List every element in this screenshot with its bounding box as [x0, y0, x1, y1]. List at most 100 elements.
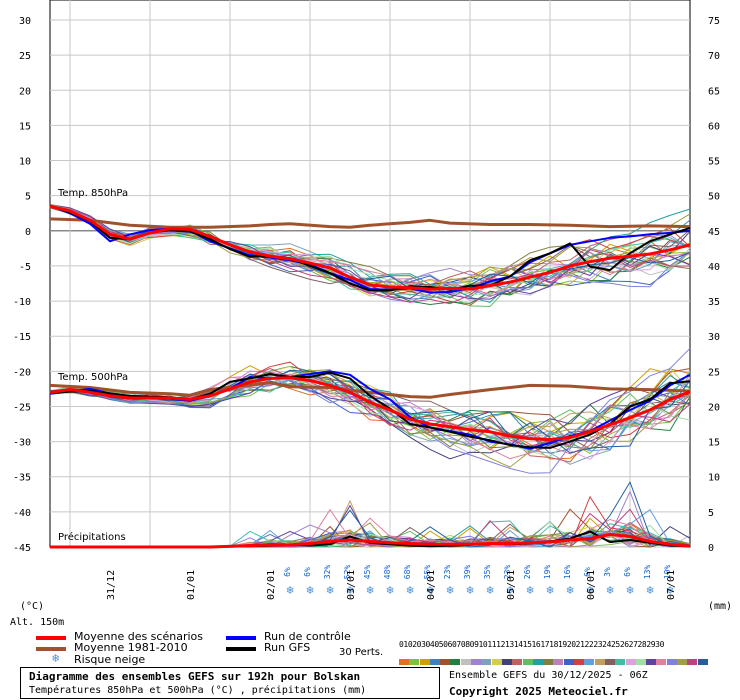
main-series-lines [49, 204, 691, 549]
pert-swatch-6 [450, 659, 461, 665]
legend: Moyenne des scénarios Moyenne 1981-2010 … [0, 628, 740, 700]
snow-risk-snowflake-icon: ❄ [286, 583, 293, 597]
left-tick-label: 5 [25, 192, 31, 203]
legend-swatch-clim [36, 647, 66, 651]
legend-swatch-control [226, 636, 256, 640]
pert-swatch-5 [440, 659, 451, 665]
pert-swatch-30 [697, 659, 708, 665]
chart-title-box: Diagramme des ensembles GEFS sur 192h po… [20, 667, 440, 699]
date-label: 06/01 [586, 570, 597, 600]
series-line-5 [49, 381, 691, 399]
pert-500-25 [49, 380, 691, 446]
left-tick-label: -15 [13, 332, 31, 343]
altitude-label: Alt. 150m [10, 617, 64, 628]
snow-risk-percent: 10% [663, 565, 672, 580]
right-tick-label: 55 [708, 157, 720, 168]
perturbation-color-swatches [399, 650, 708, 665]
pert-850-23 [49, 205, 691, 301]
snow-risk-percent: 23% [443, 565, 452, 580]
right-tick-label: 25 [708, 367, 720, 378]
snow-risk-snowflake-icon: ❄ [666, 583, 673, 597]
snow-risk-snowflake-icon: ❄ [446, 583, 453, 597]
pert-swatch-22 [615, 659, 626, 665]
left-tick-label: 15 [19, 121, 31, 132]
snow-risk-percent: 16% [563, 565, 572, 580]
pert-swatch-12 [512, 659, 523, 665]
right-tick-label: 30 [708, 332, 720, 343]
snow-risk-snowflake-icon: ❄ [386, 583, 393, 597]
snowflake-icon: ❄ [52, 651, 60, 665]
panel-label-850: Temp. 850hPa [57, 188, 128, 199]
chart-subtitle: Températures 850hPa et 500hPa (°C) , pré… [29, 685, 367, 696]
precip-mean-line [50, 532, 691, 549]
left-tick-label: 10 [19, 157, 31, 168]
series-line-7 [49, 371, 691, 449]
pert-swatch-17 [563, 659, 574, 665]
right-tick-label: 75 [708, 16, 720, 27]
snow-risk-percent: 3% [603, 567, 612, 577]
series-line-2 [49, 204, 691, 294]
snow-risk-percent: 52% [343, 565, 352, 580]
right-tick-label: 20 [708, 402, 720, 413]
right-tick-label: 60 [708, 121, 720, 132]
left-tick-label: 0 [25, 227, 31, 238]
pert-swatch-18 [574, 659, 585, 665]
right-tick-label: 45 [708, 227, 720, 238]
pert-swatch-13 [522, 659, 533, 665]
pert-swatch-4 [429, 659, 440, 665]
snow-risk-percent: 68% [403, 565, 412, 580]
pert-swatch-29 [687, 659, 698, 665]
snow-risk-snowflake-icon: ❄ [346, 583, 353, 597]
snow-risk-snowflake-icon: ❄ [366, 583, 373, 597]
snow-risk-percent: 55% [423, 565, 432, 580]
panel-label-precip: Précipitations [58, 531, 126, 543]
run-info: Ensemble GEFS du 30/12/2025 - 06Z [449, 670, 648, 681]
snow-risk-snowflake-icon: ❄ [466, 583, 473, 597]
left-tick-label: -10 [13, 297, 31, 308]
right-tick-label: 35 [708, 297, 720, 308]
pert-swatch-2 [409, 659, 420, 665]
series-line-1 [49, 217, 691, 229]
snow-risk-percent: 26% [523, 565, 532, 580]
pert-swatch-25 [646, 659, 657, 665]
pert-850-29 [49, 205, 691, 305]
snow-risk-percent: 19% [543, 565, 552, 580]
left-tick-label: -30 [13, 438, 31, 449]
snow-risk-percent: 13% [643, 565, 652, 580]
legend-snow-label: Risque neige [74, 653, 146, 666]
snow-risk-percent: 6% [283, 567, 292, 577]
left-tick-label: -5 [19, 262, 31, 273]
snow-risk-percent: 6% [623, 567, 632, 577]
date-labels: 31/12 01/01 02/01 03/01 04/01 05/01 06/01 07/01 [106, 570, 677, 600]
snow-risk-percent: 6% [303, 567, 312, 577]
left-tick-label: -45 [13, 543, 31, 554]
date-label: 05/01 [506, 570, 517, 600]
copyright: Copyright 2025 Meteociel.fr [449, 685, 628, 698]
pert-swatch-3 [419, 659, 430, 665]
snow-risk-percent: 39% [463, 565, 472, 580]
right-tick-label: 65 [708, 86, 720, 97]
snow-risk-percent: 35% [483, 565, 492, 580]
perturbation-numbers: 0102030405060708091011121314151617181920… [399, 640, 664, 649]
snow-risk-snowflake-icon: ❄ [326, 583, 333, 597]
legend-swatch-mean [36, 636, 66, 640]
snow-risk-snowflake-icon: ❄ [586, 583, 593, 597]
snow-risk-snowflake-icon: ❄ [626, 583, 633, 597]
perturbations-label: 30 Perts. [339, 647, 384, 658]
pert-swatch-20 [594, 659, 605, 665]
pert-swatch-1 [399, 659, 409, 665]
pert-swatch-16 [553, 659, 564, 665]
left-tick-label: 30 [19, 16, 31, 27]
right-tick-label: 70 [708, 51, 720, 62]
legend-swatch-gfs [226, 647, 256, 651]
snow-risk-percent: 6% [583, 567, 592, 577]
right-axis-unit: (mm) [708, 601, 732, 612]
legend-clim-label: Moyenne 1981-2010 [74, 641, 188, 654]
left-tick-label: 25 [19, 51, 31, 62]
left-tick-label: -25 [13, 402, 31, 413]
snow-risk-row: 6% ❄ 6% ❄ 32% ❄ 52% ❄ 45% ❄ 48% ❄ 68% ❄ 55% ❄ 23% ❄ 39% ❄ 35… [283, 565, 674, 597]
pert-swatch-24 [635, 659, 646, 665]
right-tick-label: 10 [708, 473, 720, 484]
legend-control-label: Run de contrôle [264, 630, 351, 643]
